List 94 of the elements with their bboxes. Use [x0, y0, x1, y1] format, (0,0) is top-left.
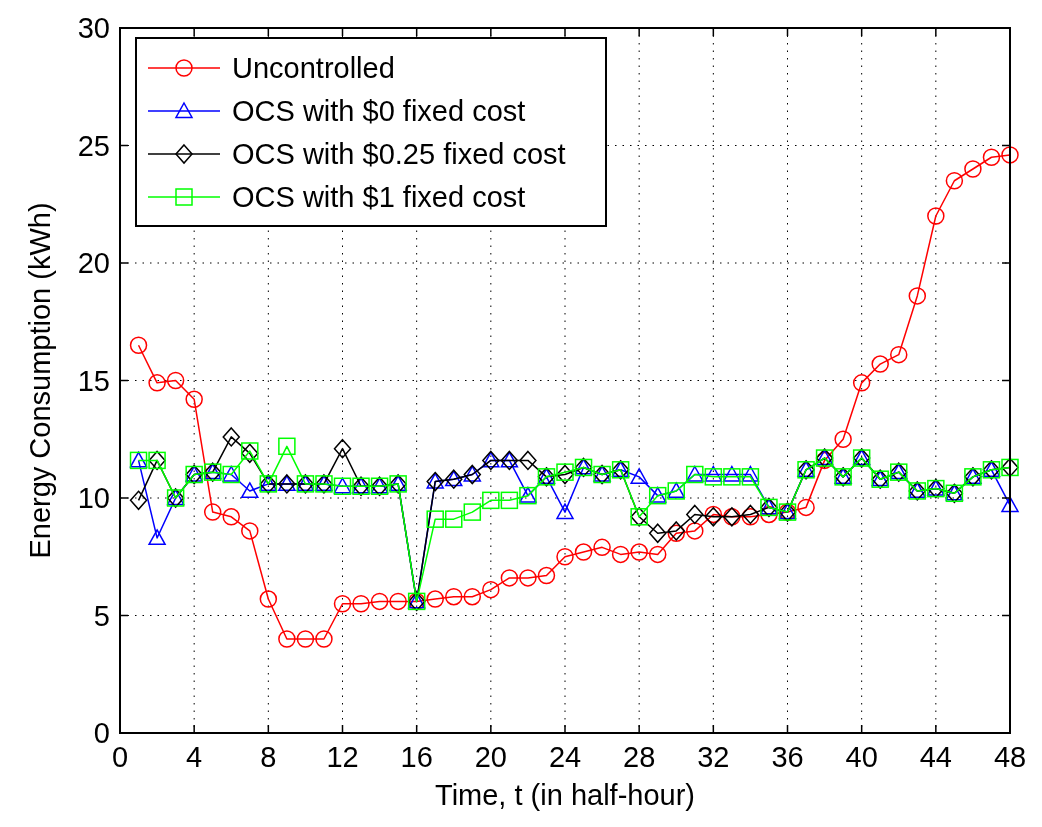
- point: [1001, 146, 1019, 164]
- point: [630, 468, 648, 484]
- point: [556, 464, 574, 485]
- point: [964, 160, 982, 178]
- point: [370, 592, 389, 611]
- point: [445, 510, 463, 528]
- y-tick-label: 15: [77, 364, 110, 397]
- point: [686, 504, 704, 525]
- point: [278, 630, 296, 648]
- point: [241, 443, 259, 464]
- point: [203, 503, 222, 521]
- point: [426, 590, 444, 608]
- point: [574, 543, 593, 561]
- point: [129, 490, 148, 511]
- point: [982, 148, 1001, 166]
- point: [834, 430, 852, 448]
- x-tick-label: 40: [845, 741, 878, 773]
- point: [278, 437, 296, 456]
- x-tick-label: 24: [548, 741, 582, 773]
- point: [593, 538, 611, 557]
- legend-label: OCS with $0.25 fixed cost: [232, 138, 566, 171]
- y-tick-label: 20: [77, 247, 110, 280]
- point: [741, 504, 760, 525]
- point: [723, 468, 741, 486]
- point: [519, 450, 537, 471]
- point: [482, 491, 500, 510]
- point: [259, 590, 278, 608]
- point: [852, 374, 871, 392]
- point: [908, 287, 927, 305]
- x-tick-label: 32: [697, 741, 730, 773]
- y-tick-label: 5: [93, 599, 110, 632]
- point: [945, 172, 964, 190]
- point: [704, 468, 723, 486]
- point: [630, 543, 648, 561]
- point: [185, 390, 203, 409]
- point: [556, 548, 574, 566]
- point: [333, 595, 352, 613]
- point: [241, 442, 259, 460]
- x-tick-label: 48: [993, 741, 1027, 773]
- x-tick-label: 44: [919, 741, 952, 773]
- legend-label: OCS with $0 fixed cost: [232, 95, 526, 128]
- point: [686, 522, 704, 540]
- point: [704, 465, 723, 482]
- point: [556, 503, 574, 520]
- point: [148, 529, 166, 546]
- point: [222, 427, 240, 447]
- point: [315, 630, 333, 648]
- x-tick-label: 16: [400, 741, 433, 773]
- point: [296, 630, 315, 648]
- point: [241, 482, 259, 499]
- y-tick-label: 30: [77, 12, 110, 45]
- point: [129, 336, 148, 354]
- point: [463, 587, 482, 606]
- x-tick-label: 20: [474, 741, 507, 773]
- legend-label: Uncontrolled: [232, 52, 395, 85]
- point: [890, 345, 908, 364]
- point: [500, 569, 519, 587]
- point: [500, 491, 519, 510]
- point: [871, 355, 889, 373]
- point: [463, 503, 482, 521]
- point: [519, 569, 537, 587]
- point: [222, 508, 240, 526]
- point: [648, 523, 667, 543]
- point: [927, 207, 945, 225]
- x-tick-label: 4: [186, 741, 203, 773]
- point: [389, 592, 407, 611]
- y-tick-label: 0: [93, 717, 110, 750]
- point: [741, 508, 760, 526]
- y-tick-label: 25: [77, 129, 110, 162]
- point: [741, 468, 760, 486]
- point: [445, 587, 463, 606]
- point: [333, 438, 352, 459]
- point: [426, 510, 444, 528]
- point: [611, 545, 630, 564]
- point: [556, 463, 574, 481]
- point: [648, 545, 667, 564]
- point: [797, 498, 815, 517]
- point: [482, 580, 500, 599]
- x-tick-label: 12: [326, 741, 359, 773]
- x-axis-title: Time, t (in half-hour): [435, 779, 695, 811]
- y-tick-label: 10: [77, 482, 110, 515]
- x-tick-label: 36: [771, 741, 804, 773]
- x-tick-label: 28: [623, 741, 656, 773]
- point: [352, 595, 370, 613]
- point: [166, 371, 185, 390]
- point: [537, 566, 556, 585]
- point: [723, 465, 741, 482]
- legend-label: OCS with $1 fixed cost: [232, 181, 526, 214]
- point: [241, 522, 259, 540]
- point: [148, 374, 166, 392]
- x-tick-label: 8: [260, 741, 277, 773]
- y-axis-title: Energy Consumption (kWh): [24, 202, 56, 559]
- point: [1001, 496, 1019, 513]
- point: [741, 465, 760, 482]
